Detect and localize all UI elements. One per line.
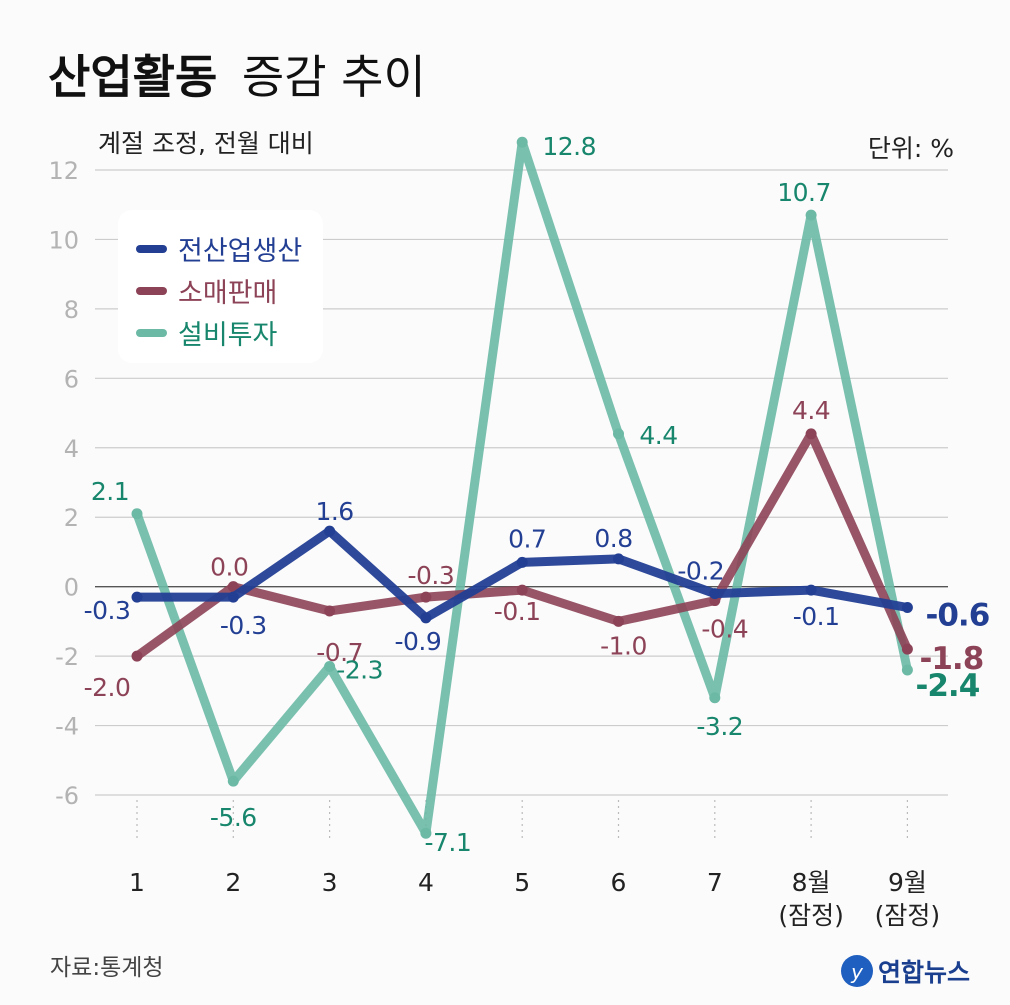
unit-label: 단위: % (868, 134, 954, 163)
data-label-investment: -2.4 (916, 668, 980, 704)
data-label-retail: -0.1 (494, 597, 541, 626)
data-point-investment (805, 209, 817, 221)
data-label-production: -0.2 (677, 557, 724, 586)
x-tick-label: 1 (129, 868, 145, 897)
page-title: 산업활동 증감 추이 (48, 50, 426, 104)
svg-text:y: y (850, 960, 864, 984)
data-label-retail: -1.0 (600, 631, 647, 660)
data-label-retail: -2.0 (84, 673, 131, 702)
data-label-investment: -7.1 (425, 828, 472, 857)
x-tick-label: (잠정) (875, 901, 941, 930)
data-point-retail (613, 615, 624, 627)
data-point-production (227, 591, 239, 603)
data-label-retail: -0.4 (701, 615, 748, 644)
y-tick-label: 12 (48, 157, 79, 185)
data-point-retail (324, 605, 336, 617)
data-point-retail (516, 584, 528, 596)
data-point-retail (420, 591, 432, 603)
y-tick-label: 8 (64, 296, 79, 324)
x-tick-label: 7 (707, 868, 723, 897)
data-point-investment (420, 827, 432, 839)
y-tick-label: 0 (64, 574, 79, 602)
data-label-retail: 0.0 (210, 553, 248, 582)
data-label-production: -0.3 (220, 611, 267, 640)
data-label-investment: 12.8 (542, 132, 596, 161)
data-point-production (709, 588, 721, 600)
x-tick-label: 3 (322, 868, 338, 897)
data-label-retail: -0.3 (408, 561, 455, 590)
data-label-retail: -0.7 (316, 638, 363, 667)
data-point-investment (131, 508, 143, 520)
series-lines (131, 136, 913, 839)
data-point-investment (709, 692, 721, 704)
data-point-investment (901, 664, 913, 676)
data-point-investment (324, 661, 336, 673)
legend: 전산업생산 소매판매 설비투자 (118, 210, 323, 363)
data-label-production: -0.6 (926, 598, 990, 634)
legend-label-production: 전산업생산 (178, 236, 302, 267)
data-point-investment (227, 775, 239, 787)
legend-label-retail: 소매판매 (178, 278, 277, 309)
data-label-investment: 4.4 (639, 421, 677, 450)
data-point-production (516, 556, 528, 568)
data-label-production: -0.3 (84, 596, 131, 625)
data-label-production: 0.7 (508, 524, 546, 553)
y-tick-label: 2 (64, 504, 79, 532)
data-point-retail (131, 650, 143, 662)
y-tick-label: 6 (64, 365, 79, 393)
x-tick-label: 5 (514, 868, 530, 897)
data-point-investment (516, 136, 528, 148)
data-label-investment: -2.3 (336, 656, 383, 685)
title-bold: 산업활동 (48, 50, 217, 104)
data-point-production (420, 612, 432, 624)
x-tick-label: 6 (611, 868, 627, 897)
data-label-investment: 2.1 (91, 477, 129, 506)
x-tick-label: 9월 (888, 868, 927, 897)
subtitle: 계절 조정, 전월 대비 (98, 129, 314, 158)
data-label-retail: 4.4 (792, 396, 830, 425)
yonhap-logo-icon (841, 955, 873, 987)
data-point-production (324, 525, 336, 537)
data-label-production: -0.9 (395, 627, 442, 656)
x-tick-label: (잠정) (778, 901, 844, 930)
data-point-retail (901, 643, 913, 655)
data-point-production (805, 584, 817, 596)
data-label-production: -0.1 (793, 602, 840, 631)
y-tick-label: 10 (48, 226, 79, 254)
source-note: 자료:통계청 (50, 955, 164, 981)
data-point-retail (227, 581, 239, 593)
x-guide-layer: 1 2 3 4 5 6 7 8월 (잠정) 9월 (잠정) (129, 800, 940, 930)
data-labels: -0.3 -0.3 1.6 -0.9 0.7 0.8 -0.2 -0.1 -0.6 -2.0 0.0… (84, 132, 991, 857)
data-point-investment (613, 428, 624, 440)
data-point-production (613, 553, 624, 565)
data-point-production (131, 591, 143, 603)
grid-layer: 12 10 8 6 4 2 0 -2 -4 -6 (48, 157, 948, 810)
data-label-investment: -3.2 (696, 712, 743, 741)
y-tick-label: -6 (55, 782, 79, 810)
x-tick-label: 8월 (792, 868, 831, 897)
legend-box (118, 210, 323, 363)
y-tick-label: -4 (55, 713, 79, 741)
data-point-production (901, 602, 913, 613)
legend-label-investment: 설비투자 (178, 320, 278, 351)
data-label-production: 0.8 (594, 524, 632, 553)
data-label-production: 1.6 (315, 497, 353, 526)
yonhap-logo-text: 연합뉴스 (878, 958, 970, 987)
data-label-investment: 10.7 (777, 178, 831, 207)
data-label-investment: -5.6 (210, 803, 257, 832)
x-tick-label: 2 (225, 868, 241, 897)
x-tick-label: 4 (418, 868, 434, 897)
data-label-retail: -1.8 (920, 641, 984, 677)
y-tick-label: 4 (64, 435, 79, 463)
y-tick-label: -2 (55, 643, 79, 671)
title-rest: 증감 추이 (242, 50, 426, 104)
yonhap-logo: y 연합뉴스 (841, 955, 970, 987)
data-point-retail (805, 428, 817, 440)
